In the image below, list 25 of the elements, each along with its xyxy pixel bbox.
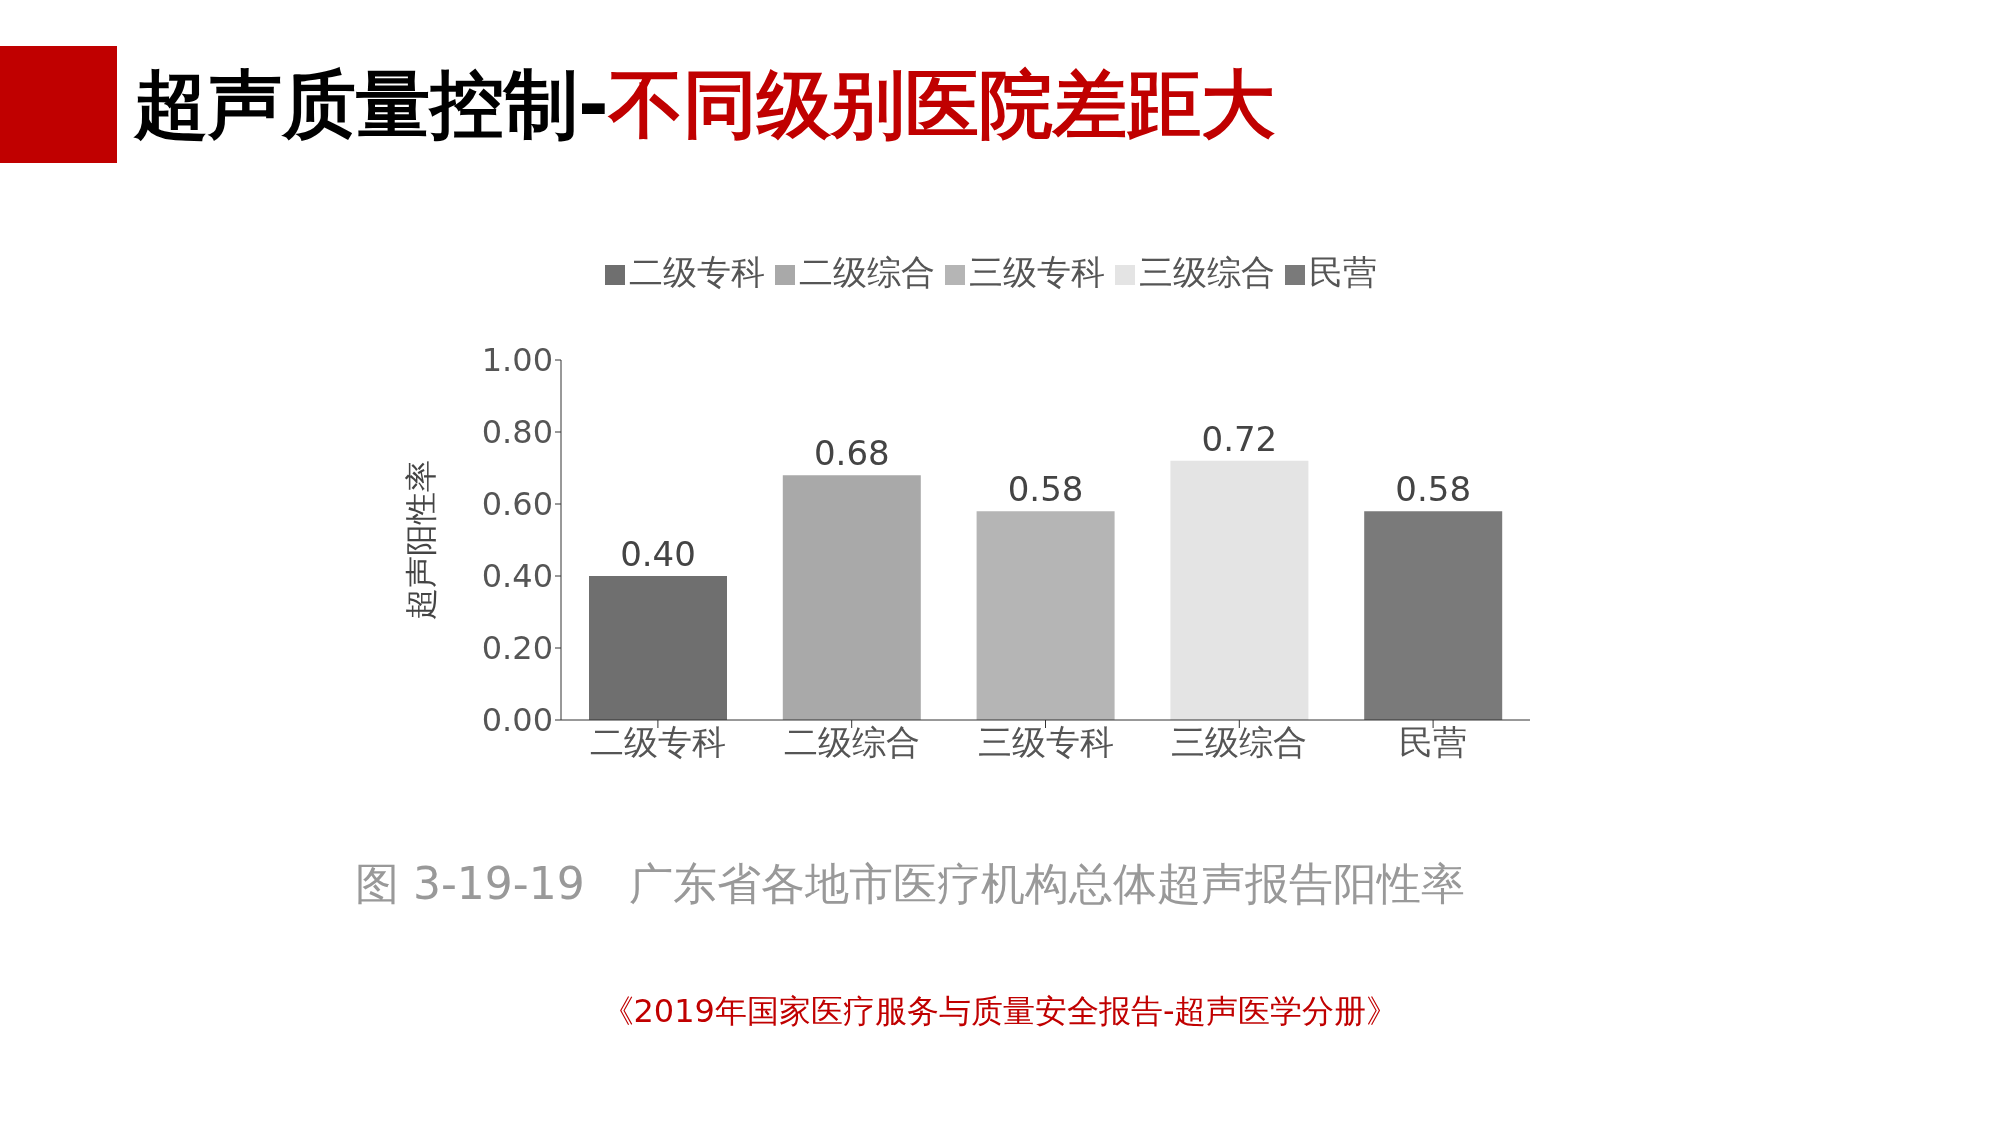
legend-label: 二级专科 <box>628 252 765 292</box>
chart-title: 超声质量控制-不同级别医院差距大 <box>134 61 1275 147</box>
text: 《2019年国家医疗服务与质量安全报告-超声医学分册》 <box>600 991 1400 1032</box>
data-label: 0.72 <box>1201 418 1278 459</box>
y-tick-label: 0.40 <box>481 557 553 596</box>
y-tick-label: 1.00 <box>481 341 553 380</box>
caption: 图 3-19-19 广东省各地市医疗机构总体超声报告阳性率 <box>355 857 1465 911</box>
data-label: 0.40 <box>620 534 696 574</box>
y-tick-label: 0.20 <box>481 629 553 668</box>
data-label: 0.58 <box>1007 469 1084 510</box>
x-tick-label: 三级综合 <box>1171 722 1308 763</box>
data-label: 0.58 <box>1395 469 1472 510</box>
y-tick-label: 0.60 <box>481 485 553 524</box>
x-tick-label: 二级专科 <box>589 722 726 763</box>
legend-label: 二级综合 <box>798 252 935 292</box>
x-tick-label: 民营 <box>1399 722 1468 763</box>
legend-label: 民营 <box>1308 252 1377 292</box>
y-tick-label: 0.00 <box>481 701 553 740</box>
legend-label: 三级专科 <box>968 252 1105 292</box>
data-label: 0.68 <box>813 433 890 474</box>
legend-label: 三级综合 <box>1138 252 1275 292</box>
y-tick-label: 0.80 <box>481 413 553 452</box>
x-tick-label: 三级专科 <box>977 722 1114 763</box>
y-axis-title: 超声阳性率 <box>402 460 441 620</box>
x-tick-label: 二级综合 <box>783 722 920 763</box>
